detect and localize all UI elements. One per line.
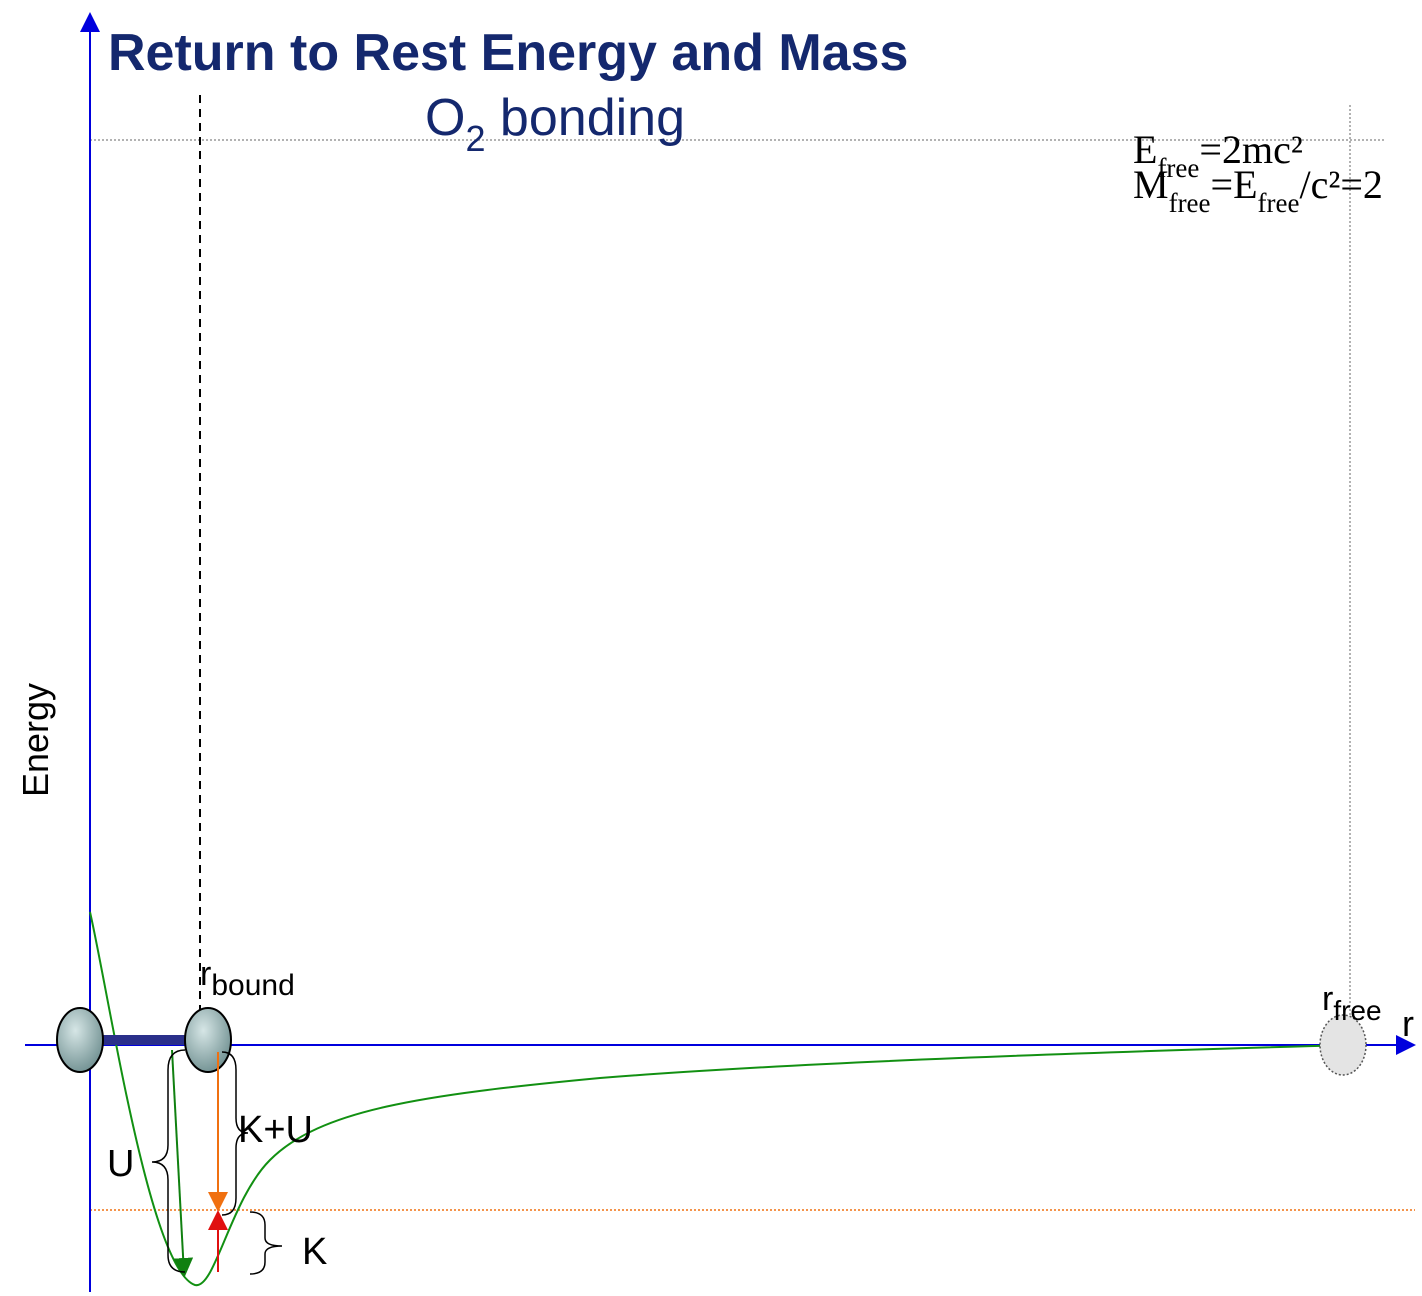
molecule (57, 1008, 1366, 1075)
sub: free (1169, 188, 1211, 218)
title: Return to Rest Energy and Mass (108, 24, 908, 82)
k-label: K (302, 1231, 327, 1273)
subtitle-main: O (425, 89, 465, 147)
y-axis-label: Energy (15, 683, 56, 797)
slide: Return to Rest Energy and Mass O2 bondin… (0, 0, 1422, 1296)
guides (90, 95, 1415, 1210)
mid: =E (1211, 162, 1258, 207)
u-label: U (107, 1143, 134, 1185)
r: r (1322, 980, 1333, 1018)
rest: /c²=2 (1299, 162, 1382, 207)
subtitle-rest: bonding (485, 89, 685, 147)
sub: bound (211, 969, 294, 1002)
subtitle-sub: 2 (465, 118, 485, 159)
x-axis-label: r (1402, 1003, 1414, 1044)
arrows (172, 1050, 218, 1274)
sub: free (1258, 188, 1300, 218)
r-bound: rbound (200, 955, 295, 1002)
subtitle: O2 bonding (425, 89, 685, 159)
k-plus-u-label: K+U (238, 1109, 313, 1151)
potential-curve (90, 912, 1350, 1285)
sub: free (1333, 995, 1381, 1026)
m: M (1133, 162, 1169, 207)
r: r (200, 955, 211, 993)
